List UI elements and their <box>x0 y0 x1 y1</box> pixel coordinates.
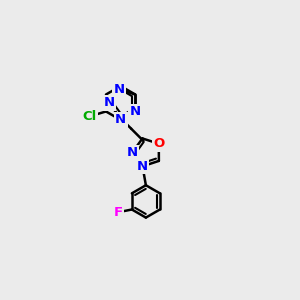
Text: N: N <box>114 83 125 96</box>
Text: N: N <box>137 160 148 173</box>
Text: N: N <box>115 113 126 126</box>
Text: N: N <box>104 97 115 110</box>
Text: Cl: Cl <box>82 110 97 123</box>
Text: O: O <box>153 137 164 150</box>
Text: N: N <box>127 146 138 159</box>
Text: F: F <box>114 206 123 219</box>
Text: N: N <box>130 105 141 118</box>
